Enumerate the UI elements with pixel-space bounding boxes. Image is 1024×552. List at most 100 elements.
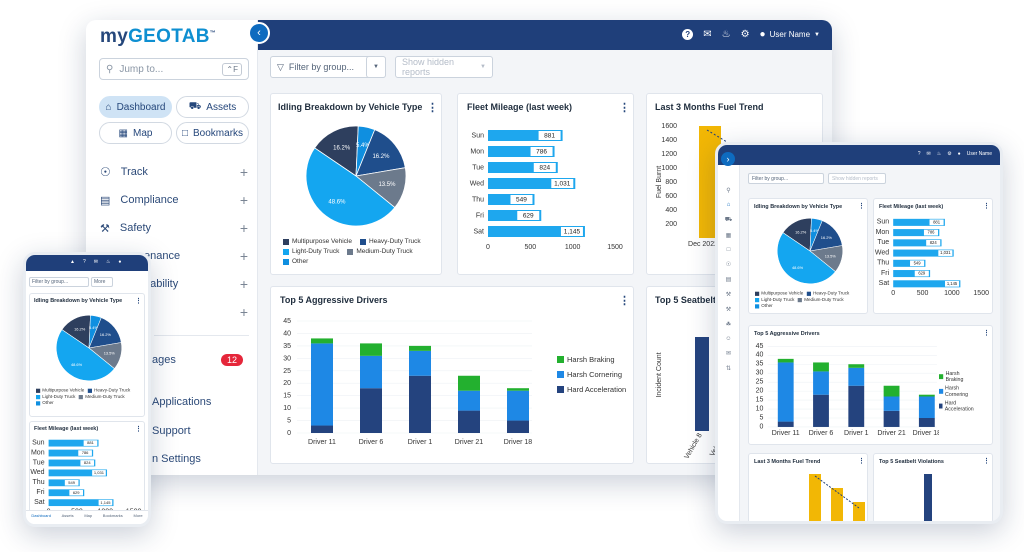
map-icon[interactable]: ▦ bbox=[725, 233, 732, 239]
day-label: Mon bbox=[31, 449, 45, 456]
legend-item[interactable]: Harsh Cornering bbox=[939, 385, 976, 397]
legend-item[interactable]: Medium-Duty Truck bbox=[797, 297, 844, 302]
tile-assets[interactable]: ⛟ Assets bbox=[176, 96, 249, 118]
nav-compliance[interactable]: ▤ Compliance + bbox=[100, 192, 248, 208]
leaf-icon[interactable]: ☘ bbox=[725, 322, 732, 328]
nav-bookmarks[interactable]: Bookmarks bbox=[102, 513, 123, 518]
legend-item[interactable]: Other bbox=[283, 258, 308, 265]
mileage-value-box bbox=[923, 229, 939, 236]
mileage-value: 1,031 bbox=[94, 470, 105, 475]
kebab-menu-icon[interactable]: ⋮ bbox=[619, 295, 630, 307]
legend-item[interactable]: Light-Duty Truck bbox=[36, 394, 75, 399]
help-icon: ? bbox=[917, 151, 921, 157]
legend-item[interactable]: Other bbox=[36, 401, 54, 406]
filter-by-group[interactable]: ▽ Filter by group... bbox=[270, 56, 386, 78]
kebab-menu-icon[interactable]: ⋮ bbox=[135, 298, 142, 305]
nav-maintenance[interactable]: enance + bbox=[144, 248, 248, 264]
driver-bar-segment bbox=[813, 371, 829, 395]
legend-item[interactable]: Heavy-Duty Truck bbox=[87, 388, 130, 393]
legend-item[interactable]: Hard Acceleration bbox=[939, 399, 976, 412]
legend-item[interactable]: Other bbox=[755, 304, 773, 309]
collapse-sidebar-button[interactable]: ‹ bbox=[248, 22, 270, 44]
legend-item[interactable]: Medium-Duty Truck bbox=[347, 248, 413, 255]
message-icon[interactable]: ✉ bbox=[725, 351, 732, 357]
kebab-menu-icon[interactable]: ⋮ bbox=[983, 330, 990, 337]
tablet-hidden-reports[interactable]: Show hidden reports bbox=[828, 173, 886, 184]
driver-label: Driver 11 bbox=[308, 439, 336, 446]
nav-settings[interactable]: n Settings bbox=[152, 453, 201, 465]
nav-sustainability[interactable]: nability + bbox=[144, 276, 248, 292]
x-tick: 0 bbox=[486, 244, 490, 251]
truck-icon[interactable]: ⛟ bbox=[724, 217, 733, 223]
nav-support[interactable]: Support bbox=[152, 425, 191, 437]
home-icon[interactable]: ⌂ bbox=[726, 202, 731, 208]
bell-icon: ♨ bbox=[936, 151, 942, 157]
legend-item[interactable]: Hard Acceleration bbox=[557, 385, 626, 394]
mileage-value: 1,145 bbox=[947, 281, 958, 286]
legend-item[interactable]: Light-Duty Truck bbox=[283, 248, 339, 255]
mileage-bar bbox=[48, 499, 114, 507]
mileage-value-box bbox=[538, 131, 561, 140]
nav-messages[interactable]: ages 12 bbox=[146, 346, 249, 374]
legend-item[interactable]: Medium-Duty Truck bbox=[78, 394, 125, 399]
mileage-value: 824 bbox=[930, 240, 938, 245]
legend-item[interactable]: Light-Duty Truck bbox=[755, 297, 794, 302]
kebab-menu-icon[interactable]: ⋮ bbox=[427, 102, 438, 114]
legend-item[interactable]: Harsh Cornering bbox=[557, 370, 626, 379]
tablet-fuel-chart bbox=[809, 474, 865, 521]
nav-assets[interactable]: Assets bbox=[61, 513, 74, 518]
y-tick: 40 bbox=[756, 352, 764, 359]
wrench-icon[interactable]: ⚒ bbox=[725, 307, 732, 313]
mileage-value: 786 bbox=[928, 230, 936, 235]
legend-item[interactable]: Harsh Braking bbox=[939, 370, 976, 383]
tile-map[interactable]: ▦ Map bbox=[99, 122, 172, 144]
help-icon[interactable]: ? bbox=[682, 29, 694, 40]
legend-item[interactable]: Heavy-Duty Truck bbox=[359, 238, 421, 245]
nav-map[interactable]: Map bbox=[84, 513, 93, 518]
nav-safety[interactable]: ⚒ Safety + bbox=[100, 220, 248, 236]
y-tick: 20 bbox=[756, 388, 764, 395]
legend-item[interactable]: Multipurpose Vehicle bbox=[755, 291, 803, 296]
sort-icon[interactable]: ⇅ bbox=[725, 366, 732, 372]
tile-bookmarks[interactable]: □ Bookmarks bbox=[176, 122, 249, 144]
legend-item[interactable]: Heavy-Duty Truck bbox=[806, 291, 849, 296]
people-icon[interactable]: ☺ bbox=[725, 336, 732, 342]
bookmark-icon[interactable]: □ bbox=[726, 247, 731, 253]
nav-more[interactable]: More bbox=[133, 513, 143, 518]
legend-item[interactable]: Multipurpose Vehicle bbox=[283, 238, 352, 245]
mileage-value: 1,031 bbox=[940, 250, 951, 255]
legend-item[interactable]: Multipurpose Vehicle bbox=[36, 388, 84, 393]
kebab-menu-icon[interactable]: ⋮ bbox=[858, 203, 865, 210]
tablet-filter[interactable]: Filter by group... bbox=[748, 173, 824, 184]
geotab-logo[interactable]: myGEOTAB™ bbox=[100, 26, 217, 47]
globe-icon[interactable]: ☉ bbox=[725, 262, 732, 268]
phone-more[interactable]: More bbox=[91, 277, 113, 287]
filter-dropdown-button[interactable]: ▼ bbox=[366, 56, 386, 78]
search-icon[interactable]: ⚲ bbox=[726, 188, 731, 194]
safety-icon[interactable]: ⚒ bbox=[725, 292, 732, 298]
user-menu[interactable]: ● User Name ▼ bbox=[759, 29, 820, 40]
kebab-menu-icon[interactable]: ⋮ bbox=[135, 426, 142, 433]
clipboard-icon[interactable]: ▤ bbox=[725, 277, 732, 283]
show-hidden-reports[interactable]: Show hidden reports ▼ bbox=[395, 56, 493, 78]
nav-applications[interactable]: Applications bbox=[152, 396, 212, 408]
legend-item[interactable]: Harsh Braking bbox=[557, 355, 626, 364]
map-icon: ▦ bbox=[118, 127, 128, 139]
tile-dashboard[interactable]: ⌂ Dashboard bbox=[99, 96, 172, 118]
driver-bar-segment bbox=[918, 394, 935, 397]
kebab-menu-icon[interactable]: ⋮ bbox=[858, 458, 865, 465]
kebab-menu-icon[interactable]: ⋮ bbox=[983, 458, 990, 465]
gear-icon[interactable]: ⚙ bbox=[740, 29, 750, 40]
phone-filter[interactable]: Filter by group... bbox=[29, 277, 89, 287]
kebab-menu-icon[interactable]: ⋮ bbox=[983, 203, 990, 210]
pie-slice-label: 13.5% bbox=[378, 182, 396, 188]
jump-to-search[interactable]: ⚲ Jump to... ⌃F bbox=[99, 58, 249, 80]
mileage-value: 881 bbox=[933, 219, 941, 224]
mail-icon[interactable]: ✉ bbox=[703, 29, 712, 40]
expand-sidebar-button[interactable]: › bbox=[721, 152, 735, 166]
safety-icon: ⚒ bbox=[100, 222, 110, 235]
nav-dashboard[interactable]: Dashboard bbox=[31, 513, 51, 518]
bell-icon[interactable]: ♨ bbox=[721, 29, 731, 40]
kebab-menu-icon[interactable]: ⋮ bbox=[619, 102, 630, 114]
nav-track[interactable]: ☉ Track + bbox=[100, 164, 248, 180]
